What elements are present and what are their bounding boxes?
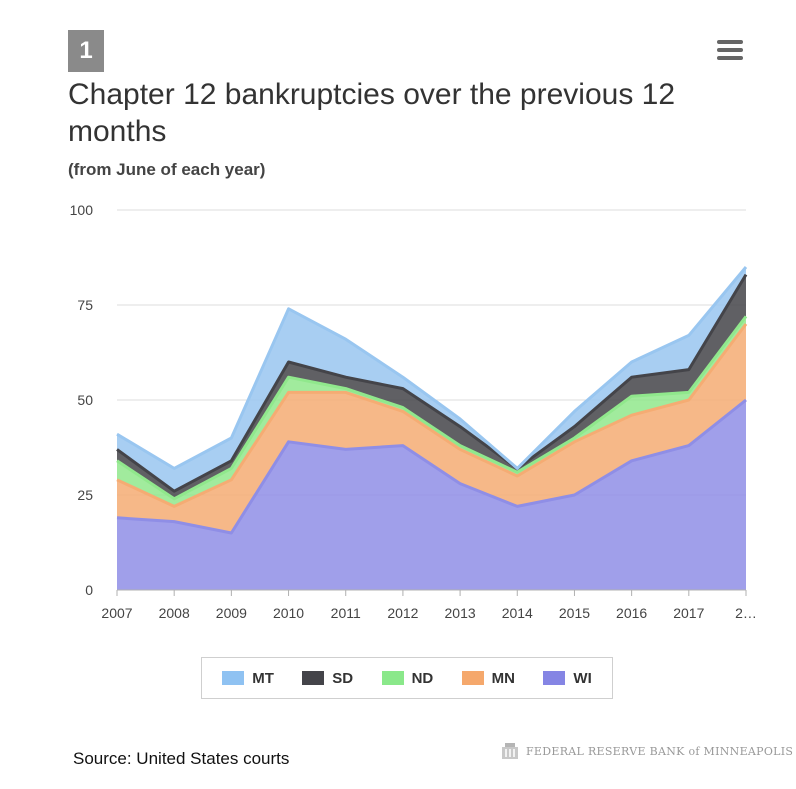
- source-note: Source: United States courts: [73, 749, 290, 768]
- line-mn: [116, 323, 748, 508]
- legend-label-wi: WI: [573, 669, 592, 687]
- legend-item-sd[interactable]: SD: [302, 670, 353, 687]
- x-tick-label-0: 2007: [101, 605, 132, 621]
- x-tick-label-6: 2013: [445, 605, 476, 621]
- legend-swatch-wi: [543, 671, 566, 685]
- y-tick-label-50: 50: [77, 392, 93, 408]
- x-tick-label-7: 2014: [502, 605, 533, 621]
- fed-building-icon: [502, 743, 518, 759]
- x-tick-label-2: 2009: [216, 605, 247, 621]
- x-tick-label-4: 2011: [331, 605, 361, 621]
- line-wi: [116, 398, 747, 535]
- y-tick-label-0: 0: [85, 582, 93, 598]
- legend-label-nd: ND: [411, 669, 434, 687]
- legend-item-nd[interactable]: ND: [381, 669, 434, 687]
- chart-title: Chapter 12 bankruptcies over the previou…: [68, 78, 676, 148]
- line-mt: [116, 266, 748, 470]
- x-tick-label-11: 2…: [735, 605, 757, 621]
- chart-subtitle: (from June of each year): [68, 160, 266, 179]
- chart-legend: MT SD ND MN WI: [201, 657, 613, 699]
- x-tick-label-5: 2012: [387, 605, 418, 621]
- legend-item-mn[interactable]: MN: [461, 669, 515, 687]
- legend-item-mt[interactable]: MT: [222, 670, 274, 687]
- area-mn: [117, 324, 746, 533]
- x-tick-label-10: 2017: [673, 605, 704, 621]
- legend-swatch-sd: [302, 671, 325, 685]
- legend-swatch-nd: [381, 671, 404, 685]
- x-tick-label-8: 2015: [559, 605, 590, 621]
- legend-item-wi[interactable]: WI: [543, 669, 592, 687]
- figure-number-badge: 1: [68, 30, 104, 72]
- x-tick-label-1: 2008: [159, 605, 190, 621]
- chart-plot: 0 25 50 75 100 2007 2008 2009 2010 2011 2012 2013 20…: [70, 202, 757, 621]
- y-tick-label-100: 100: [70, 202, 94, 218]
- fed-logo: FEDERAL RESERVE BANK of MINNEAPOLIS: [500, 741, 793, 761]
- legend-label-sd: SD: [332, 669, 354, 687]
- fed-logo-text: FEDERAL RESERVE BANK of MINNEAPOLIS: [526, 744, 794, 758]
- legend-label-mn: MN: [491, 669, 515, 687]
- hamburger-menu-icon[interactable]: [717, 40, 743, 62]
- legend-label-mt: MT: [252, 669, 274, 687]
- line-sd: [116, 273, 748, 493]
- x-tick-label-3: 2010: [273, 605, 304, 621]
- y-tick-label-75: 75: [77, 297, 93, 313]
- line-nd: [116, 315, 748, 501]
- area-mt: [117, 267, 746, 492]
- area-nd: [117, 316, 746, 507]
- y-tick-label-25: 25: [77, 487, 93, 503]
- legend-swatch-mt: [222, 671, 245, 685]
- legend-swatch-mn: [461, 671, 484, 685]
- area-wi: [117, 400, 746, 590]
- x-tick-label-9: 2016: [616, 605, 647, 621]
